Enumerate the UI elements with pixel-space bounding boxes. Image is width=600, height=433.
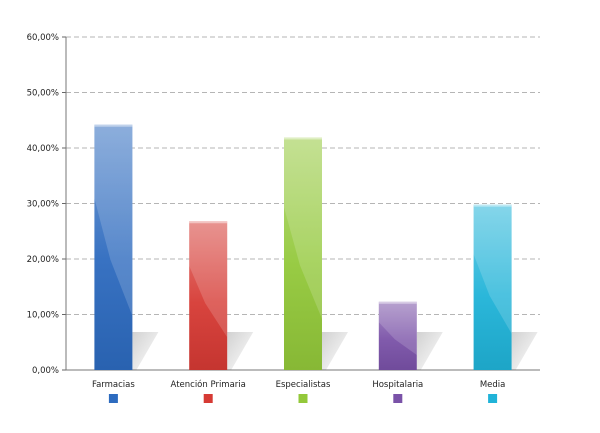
- legend-swatch: [203, 394, 213, 403]
- y-tick-label: 0,00%: [32, 366, 59, 376]
- bar-top-edge: [189, 221, 228, 224]
- category-label: Especialistas: [276, 380, 331, 390]
- labels: 0,00% 10,00% 20,00% 30,00% 40,00% 50,00% 60,00…: [27, 33, 506, 403]
- y-tick-label: 60,00%: [27, 33, 59, 43]
- bar-shadow: [227, 332, 254, 370]
- bar-hospitalaria: [378, 301, 417, 370]
- bar-highlight: [284, 137, 322, 319]
- bar-shadow: [511, 332, 538, 370]
- bar-top-edge: [284, 137, 322, 140]
- y-tick-label: 40,00%: [27, 144, 59, 154]
- y-tick-label: 10,00%: [27, 311, 59, 321]
- category-label: Farmacias: [92, 380, 135, 390]
- y-tick-label: 50,00%: [27, 89, 59, 99]
- legend-swatch: [108, 394, 118, 403]
- category-label: Hospitalaria: [372, 380, 423, 390]
- bar-farmacias: [94, 124, 133, 370]
- bar-especialistas: [284, 137, 322, 370]
- legend-swatch: [393, 394, 403, 403]
- category-label: Atención Primaria: [171, 379, 246, 390]
- category-label: Media: [480, 380, 506, 390]
- bars: [94, 124, 538, 370]
- bar-highlight: [94, 124, 133, 317]
- bar-top-edge: [94, 124, 133, 127]
- bar-highlight: [189, 221, 228, 338]
- bar-media: [473, 204, 512, 370]
- bar-top-edge: [378, 301, 417, 304]
- legend-swatch: [298, 394, 308, 403]
- y-tick-label: 30,00%: [27, 200, 59, 210]
- bar-shadow: [416, 332, 443, 370]
- bar-top-edge: [473, 204, 512, 207]
- bar-atenci-n-primaria: [189, 221, 228, 370]
- bar-highlight: [378, 301, 417, 355]
- legend-swatch: [488, 394, 498, 403]
- y-tick-label: 20,00%: [27, 255, 59, 265]
- bar-shadow: [132, 332, 159, 370]
- bar-highlight: [473, 204, 512, 334]
- bar-shadow: [322, 332, 348, 370]
